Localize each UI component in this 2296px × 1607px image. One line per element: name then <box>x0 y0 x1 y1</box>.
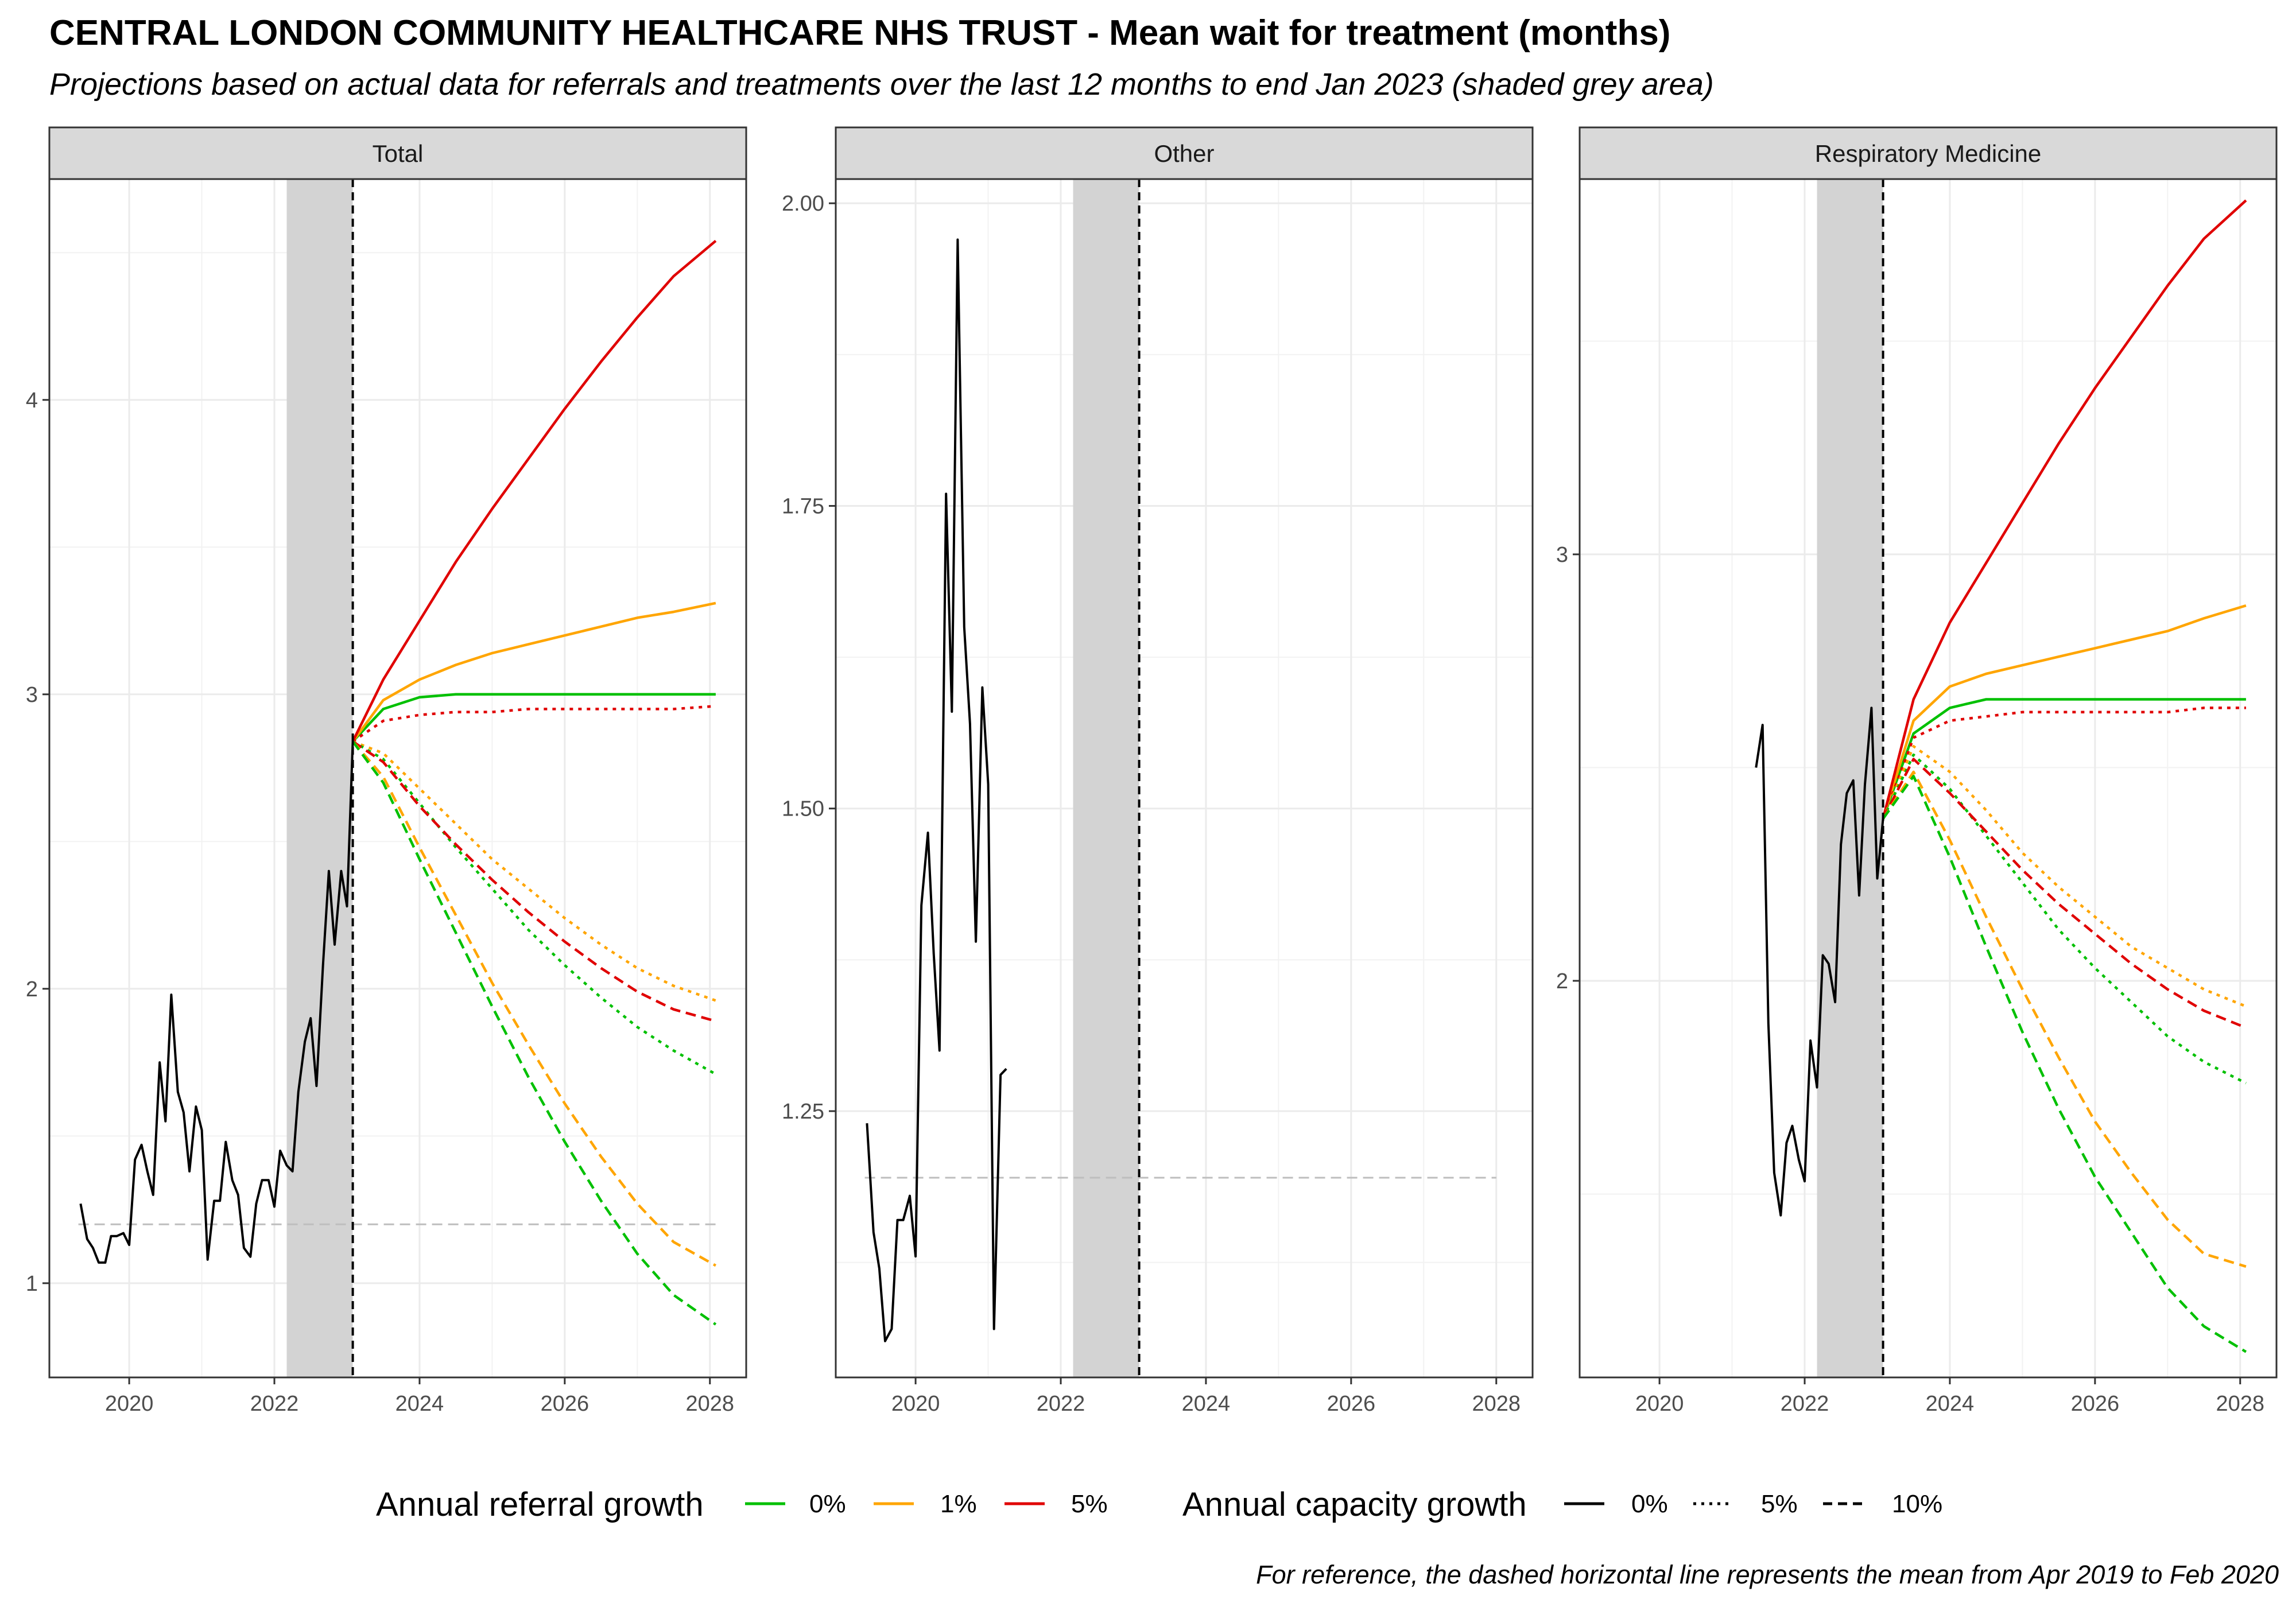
legend-label-referral-0: 0% <box>809 1490 846 1518</box>
legend-key-referral-0 <box>745 1502 785 1505</box>
projection-line-referral-0-capacity-10 <box>1882 775 2247 1353</box>
x-tick-label: 2028 <box>1472 1392 1521 1416</box>
panel-border <box>48 178 747 1379</box>
y-tick-label: 3 <box>26 683 38 707</box>
x-tick-label: 2022 <box>1781 1392 1829 1416</box>
x-tick-label: 2020 <box>1635 1392 1684 1416</box>
projection-line-referral-5-capacity-10 <box>352 740 716 1023</box>
legend-label-capacity-10: 10% <box>1892 1490 1943 1518</box>
x-tick-label: 2020 <box>105 1392 154 1416</box>
projection-line-referral-0-capacity-5 <box>352 740 716 1076</box>
legend-key-referral-1 <box>874 1502 914 1505</box>
legend-label-capacity-0: 0% <box>1631 1490 1668 1518</box>
projection-line-referral-1-capacity-5 <box>1882 745 2247 1008</box>
y-tick-label: 1.50 <box>782 797 824 821</box>
legend-key-capacity-0 <box>1564 1502 1604 1505</box>
projection-line-referral-0-capacity-5 <box>1882 753 2247 1085</box>
x-tick-label: 2024 <box>1926 1392 1975 1416</box>
x-tick-label: 2024 <box>395 1392 444 1416</box>
legend-title-capacity: Annual capacity growth <box>1182 1486 1527 1523</box>
facet-strip-label: Other <box>1154 140 1214 167</box>
x-tick-label: 2028 <box>685 1392 734 1416</box>
panel-border <box>1578 178 2278 1379</box>
y-tick-label: 2 <box>26 977 38 1002</box>
projection-line-referral-5-capacity-0 <box>351 239 717 742</box>
x-tick-label: 2028 <box>2216 1392 2264 1416</box>
y-tick-label: 2 <box>1556 969 1568 993</box>
projection-line-referral-1-capacity-5 <box>352 740 716 1002</box>
projection-line-referral-5-capacity-10 <box>1882 758 2247 1029</box>
legend-key-capacity-10 <box>1823 1502 1863 1505</box>
y-tick-label: 4 <box>26 389 38 413</box>
shaded-actual-period <box>286 179 353 1377</box>
projection-line-referral-1-capacity-10 <box>351 740 716 1267</box>
y-tick-label: 2.00 <box>782 192 824 216</box>
legend: Annual referral growth 0% 1% 5% Annual c… <box>0 1481 2296 1527</box>
legend-label-capacity-5: 5% <box>1761 1490 1798 1518</box>
panel-other: Other 2020 2022 2024 2026 2028 1.25 1.50 1.75 2.0… <box>782 126 1534 1416</box>
facet-strip-label: Respiratory Medicine <box>1815 140 2042 167</box>
projection-line-referral-5-capacity-5 <box>1882 707 2246 820</box>
plot-area <box>1755 199 2247 1353</box>
legend-label-referral-1: 1% <box>940 1490 977 1518</box>
chart-caption: For reference, the dashed horizontal lin… <box>1256 1560 2279 1589</box>
panel-total: Total 2020 2022 2024 2026 2028 1 2 3 4 <box>26 126 747 1416</box>
projection-line-referral-0-capacity-0 <box>1882 698 2246 820</box>
facet-strip <box>835 126 1534 180</box>
legend-title-referral: Annual referral growth <box>376 1486 704 1523</box>
shaded-actual-period <box>1817 179 1883 1377</box>
y-tick-label: 1.75 <box>782 494 824 518</box>
chart-subtitle: Projections based on actual data for ref… <box>49 67 1714 102</box>
projection-line-referral-5-capacity-0 <box>1882 199 2247 820</box>
projection-line-referral-0-capacity-0 <box>351 693 716 743</box>
x-tick-label: 2022 <box>1037 1392 1085 1416</box>
x-tick-label: 2024 <box>1182 1392 1231 1416</box>
actual-wait-line <box>1755 707 1884 1217</box>
projection-line-referral-5-capacity-5 <box>352 705 716 743</box>
projection-line-referral-0-capacity-10 <box>351 740 717 1326</box>
x-tick-label: 2022 <box>250 1392 299 1416</box>
panel-border <box>835 178 1534 1379</box>
plot-area <box>864 238 1496 1342</box>
facet-strip-label: Total <box>373 140 424 167</box>
actual-wait-line <box>79 741 354 1264</box>
legend-label-referral-5: 5% <box>1071 1490 1108 1518</box>
projection-line-referral-1-capacity-0 <box>1882 604 2247 820</box>
y-tick-label: 1.25 <box>782 1100 824 1124</box>
panel-respiratory-medicine: Respiratory Medicine 2020 2022 2024 2026 2028… <box>1556 126 2278 1416</box>
plot-area <box>78 239 718 1326</box>
actual-wait-line <box>866 238 1007 1342</box>
y-tick-label: 3 <box>1556 543 1568 567</box>
x-tick-label: 2026 <box>1327 1392 1376 1416</box>
shaded-actual-period <box>1073 179 1139 1377</box>
projection-line-referral-1-capacity-10 <box>1882 770 2247 1268</box>
chart-title: CENTRAL LONDON COMMUNITY HEALTHCARE NHS … <box>49 13 1671 53</box>
x-tick-label: 2026 <box>2071 1392 2120 1416</box>
legend-key-referral-5 <box>1004 1502 1045 1505</box>
y-tick-label: 1 <box>26 1272 38 1296</box>
projection-line-referral-1-capacity-0 <box>351 601 716 743</box>
faceted-line-chart: Total 2020 2022 2024 2026 2028 1 2 3 4 Other 2020 20… <box>26 126 2278 1416</box>
x-tick-label: 2020 <box>891 1392 940 1416</box>
x-tick-label: 2026 <box>541 1392 589 1416</box>
legend-key-capacity-5 <box>1693 1502 1733 1505</box>
